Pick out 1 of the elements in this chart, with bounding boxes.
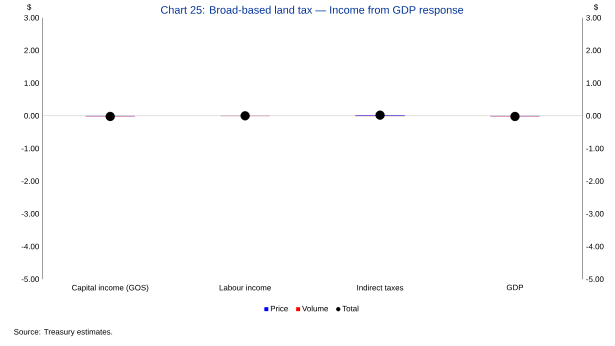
chart-title: Chart 25: Broad-based land tax — Income from GDP response — [161, 6, 464, 16]
